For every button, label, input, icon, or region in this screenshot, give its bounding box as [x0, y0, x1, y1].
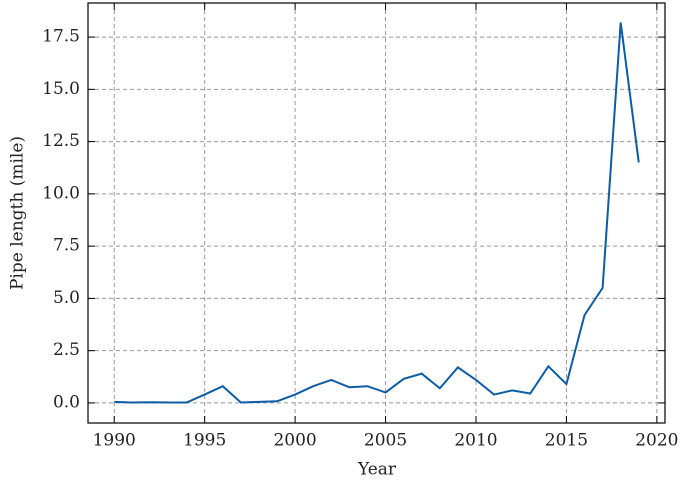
y-tick-label: 10.0: [42, 183, 80, 203]
x-tick-label: 2010: [454, 431, 497, 451]
y-tick-label: 5.0: [53, 288, 80, 308]
y-tick-label: 17.5: [42, 27, 80, 47]
y-tick-label: 15.0: [42, 79, 80, 99]
y-tick-label: 0.0: [53, 392, 80, 412]
y-tick-label: 12.5: [42, 131, 80, 151]
x-tick-label: 2020: [635, 431, 678, 451]
x-tick-label: 1995: [183, 431, 226, 451]
x-tick-label: 1990: [93, 431, 136, 451]
x-tick-label: 2015: [545, 431, 588, 451]
y-axis-label: Pipe length (mile): [8, 136, 28, 290]
x-tick-label: 2005: [364, 431, 407, 451]
plot-frame: [87, 2, 666, 424]
x-tick-label: 2000: [273, 431, 316, 451]
y-tick-label: 2.5: [53, 340, 80, 360]
y-tick-label: 7.5: [53, 236, 80, 256]
x-axis-label: Year: [357, 460, 397, 480]
line: [114, 22, 640, 404]
